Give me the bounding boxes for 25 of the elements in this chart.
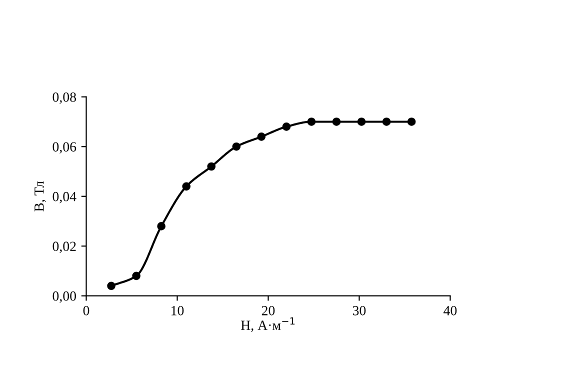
point bbox=[182, 182, 191, 191]
x-tick-label: 0 bbox=[83, 306, 90, 316]
point bbox=[207, 162, 216, 171]
point bbox=[357, 118, 366, 126]
point bbox=[157, 222, 166, 230]
point bbox=[132, 272, 140, 280]
y-axis-title: B, Тл bbox=[34, 181, 46, 212]
point bbox=[307, 118, 316, 126]
point bbox=[382, 118, 391, 126]
point bbox=[282, 122, 291, 131]
x-tick-label: 30 bbox=[352, 306, 366, 316]
point bbox=[232, 142, 241, 151]
x-tick-label: 20 bbox=[262, 306, 275, 316]
point bbox=[407, 118, 416, 126]
x-axis-title: H, А·м$^{−1}$ bbox=[241, 317, 295, 332]
y-tick-label: 0,06 bbox=[52, 142, 76, 154]
point bbox=[257, 132, 266, 141]
x-tick-label: 10 bbox=[172, 306, 184, 316]
point bbox=[107, 282, 116, 290]
y-tick-label: 0,08 bbox=[52, 92, 76, 104]
point bbox=[332, 118, 341, 126]
x-tick-label: 40 bbox=[444, 306, 457, 316]
y-tick-label: 0,00 bbox=[52, 291, 76, 303]
y-tick-label: 0,02 bbox=[52, 242, 76, 254]
y-tick-label: 0,04 bbox=[52, 192, 76, 204]
